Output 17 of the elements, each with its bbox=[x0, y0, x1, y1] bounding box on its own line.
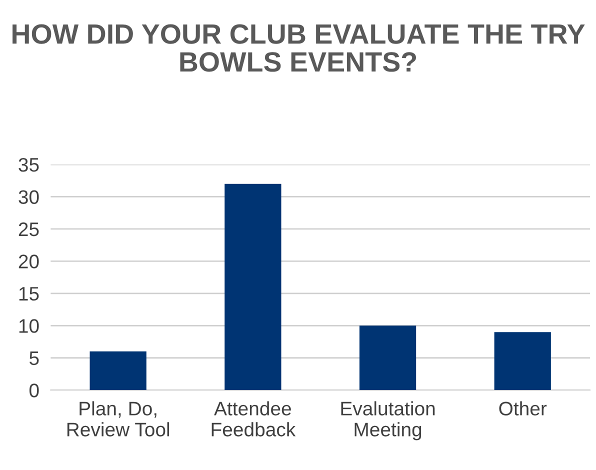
y-tick-label: 25 bbox=[18, 222, 39, 236]
bar bbox=[359, 326, 416, 390]
y-tick-label: 10 bbox=[19, 319, 39, 333]
x-tick-label: Attendee Feedback bbox=[212, 401, 296, 436]
y-tick-label: 5 bbox=[30, 352, 39, 366]
y-tick-label: 0 bbox=[29, 384, 39, 398]
bar bbox=[90, 351, 146, 390]
x-tick-label: Plan, Do, Review Tool bbox=[67, 401, 170, 436]
y-tick-label: 30 bbox=[18, 190, 39, 204]
bar bbox=[224, 184, 282, 390]
y-tick-label: 35 bbox=[18, 158, 39, 172]
y-tick-label: 20 bbox=[18, 254, 39, 268]
x-tick-label: Other bbox=[499, 401, 547, 416]
chart-title: HOW DID YOUR CLUB EVALUATE THE TRY BOWLS EVENTS? bbox=[12, 24, 585, 72]
bar bbox=[494, 332, 551, 390]
x-tick-label: Evalutation Meeting bbox=[341, 401, 435, 440]
y-tick-label: 15 bbox=[19, 287, 39, 301]
